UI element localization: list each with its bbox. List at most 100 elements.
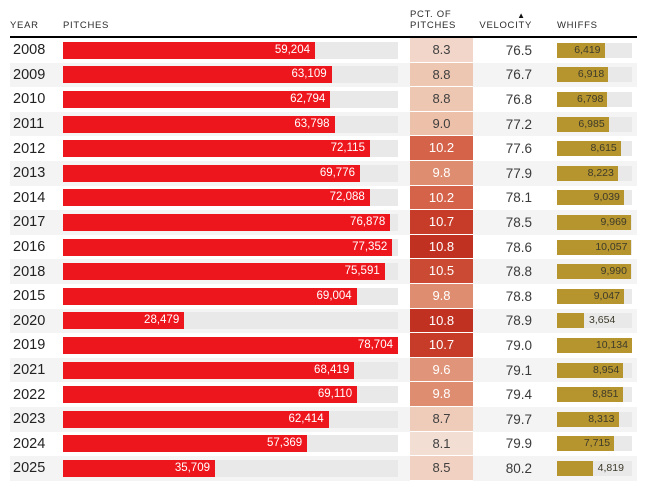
whiffs-bar-track: 6,985 [557, 116, 632, 132]
pitches-bar [63, 312, 185, 330]
whiffs-bar [557, 436, 615, 452]
pct-cell: 9.0 [410, 111, 473, 137]
pitches-bar-track: 63,109 [63, 66, 398, 84]
whiffs-bar [557, 362, 624, 378]
whiffs-bar-track: 8,954 [557, 362, 632, 378]
pitches-value: 57,369 [267, 437, 303, 450]
pitches-bar-track: 69,776 [63, 164, 398, 182]
velocity-cell: 78.1 [505, 190, 532, 206]
table-row: 2017 76,878 10.7 78.5 9,969 [10, 210, 637, 235]
year-cell: 2024 [13, 435, 46, 452]
whiffs-value: 8,223 [587, 166, 614, 179]
pct-cell: 10.8 [410, 234, 473, 260]
pitches-value: 69,110 [317, 388, 353, 401]
column-header-velocity[interactable]: ▲ VELOCITY [473, 11, 545, 31]
whiffs-bar-track: 3,654 [557, 313, 632, 329]
velocity-cell: 76.8 [505, 91, 532, 107]
pitches-bar-track: 59,204 [63, 41, 398, 59]
year-cell: 2010 [13, 91, 46, 108]
whiffs-bar [557, 165, 618, 181]
whiffs-bar-track: 6,419 [557, 42, 632, 58]
pitches-bar [63, 459, 215, 477]
pitches-bar [63, 287, 357, 305]
table-row: 2013 69,776 9.8 77.9 8,223 [10, 160, 637, 186]
pitches-value: 72,115 [330, 142, 365, 155]
whiffs-bar-track: 10,057 [557, 239, 632, 255]
year-cell: 2018 [13, 263, 46, 280]
whiffs-bar-track: 8,223 [557, 165, 632, 181]
column-header-whiffs[interactable]: WHIFFS [557, 20, 598, 31]
pitches-value: 63,798 [294, 117, 330, 130]
whiffs-value: 6,985 [578, 117, 605, 130]
velocity-cell: 79.4 [505, 387, 532, 403]
pct-cell: 10.2 [410, 136, 473, 161]
pct-cell: 8.8 [410, 87, 473, 112]
column-header-pitches[interactable]: PITCHES [63, 20, 110, 31]
whiffs-value: 6,419 [574, 43, 601, 56]
pitches-bar [63, 140, 370, 158]
year-cell: 2015 [13, 288, 46, 305]
year-cell: 2019 [13, 337, 46, 354]
whiffs-bar-track: 9,047 [557, 288, 632, 304]
column-header-year[interactable]: YEAR [10, 20, 39, 31]
table-row: 2018 75,591 10.5 78.8 9,990 [10, 259, 637, 284]
year-cell: 2008 [13, 42, 46, 59]
column-header-pct-of-pitches[interactable]: PCT. OF PITCHES [410, 9, 473, 31]
pitches-bar-track: 63,798 [63, 115, 398, 133]
whiffs-bar-track: 6,918 [557, 67, 632, 83]
whiffs-value: 6,798 [577, 92, 604, 105]
whiffs-bar-track: 6,798 [557, 91, 632, 107]
year-cell: 2020 [13, 312, 46, 329]
pitches-bar-track: 77,352 [63, 238, 398, 256]
whiffs-value: 9,047 [593, 289, 620, 302]
year-cell: 2014 [13, 189, 46, 206]
whiffs-value: 8,954 [593, 363, 620, 376]
velocity-cell: 80.2 [505, 460, 532, 476]
table-row: 2025 35,709 8.5 80.2 4,819 [10, 456, 637, 481]
pitches-value: 69,004 [316, 289, 352, 302]
pitches-value: 77,352 [352, 240, 388, 253]
whiffs-bar [557, 116, 609, 132]
table-row: 2019 78,704 10.7 79.0 10,134 [10, 333, 637, 358]
whiffs-value: 8,313 [588, 412, 615, 425]
table-row: 2023 62,414 8.7 79.7 8,313 [10, 406, 637, 432]
table-row: 2022 69,110 9.8 79.4 8,851 [10, 382, 637, 407]
pitches-bar [63, 435, 308, 453]
table-row: 2011 63,798 9.0 77.2 6,985 [10, 111, 637, 137]
pct-cell: 8.7 [410, 406, 473, 432]
whiffs-bar-track: 9,039 [557, 190, 632, 206]
whiffs-value: 4,819 [597, 461, 624, 474]
whiffs-bar [557, 91, 608, 107]
pitches-bar-track: 69,004 [63, 287, 398, 305]
pitches-bar-track: 72,115 [63, 140, 398, 158]
pct-cell: 8.5 [410, 456, 473, 481]
pitches-bar-track: 72,088 [63, 189, 398, 207]
whiffs-bar-track: 10,134 [557, 337, 632, 353]
velocity-cell: 77.6 [505, 141, 532, 157]
table-body: 2008 59,204 8.3 76.5 6,419 2009 63,109 8… [10, 38, 637, 481]
whiffs-bar-track: 9,969 [557, 214, 632, 230]
pitches-bar-track: 28,479 [63, 312, 398, 330]
pitches-bar-track: 68,419 [63, 361, 398, 379]
pitches-value: 62,414 [288, 412, 324, 425]
year-cell: 2023 [13, 411, 46, 428]
whiffs-value: 3,654 [589, 314, 616, 327]
pitches-bar [63, 238, 393, 256]
pct-cell: 9.8 [410, 160, 473, 186]
velocity-cell: 77.2 [505, 116, 532, 132]
whiffs-bar-track: 7,715 [557, 436, 632, 452]
whiffs-value: 9,969 [600, 215, 627, 228]
pitches-bar-track: 62,794 [63, 90, 398, 108]
pitches-value: 35,709 [174, 461, 210, 474]
pitches-value: 59,204 [274, 43, 310, 56]
year-cell: 2022 [13, 386, 46, 403]
pitches-bar [63, 361, 355, 379]
pct-cell: 9.8 [410, 382, 473, 407]
whiffs-bar-track: 8,313 [557, 411, 632, 427]
pct-cell: 9.8 [410, 283, 473, 309]
year-cell: 2017 [13, 214, 46, 231]
year-cell: 2021 [13, 362, 46, 379]
pitches-bar [63, 263, 385, 281]
pitches-value: 78,704 [357, 338, 393, 351]
year-cell: 2013 [13, 165, 46, 182]
